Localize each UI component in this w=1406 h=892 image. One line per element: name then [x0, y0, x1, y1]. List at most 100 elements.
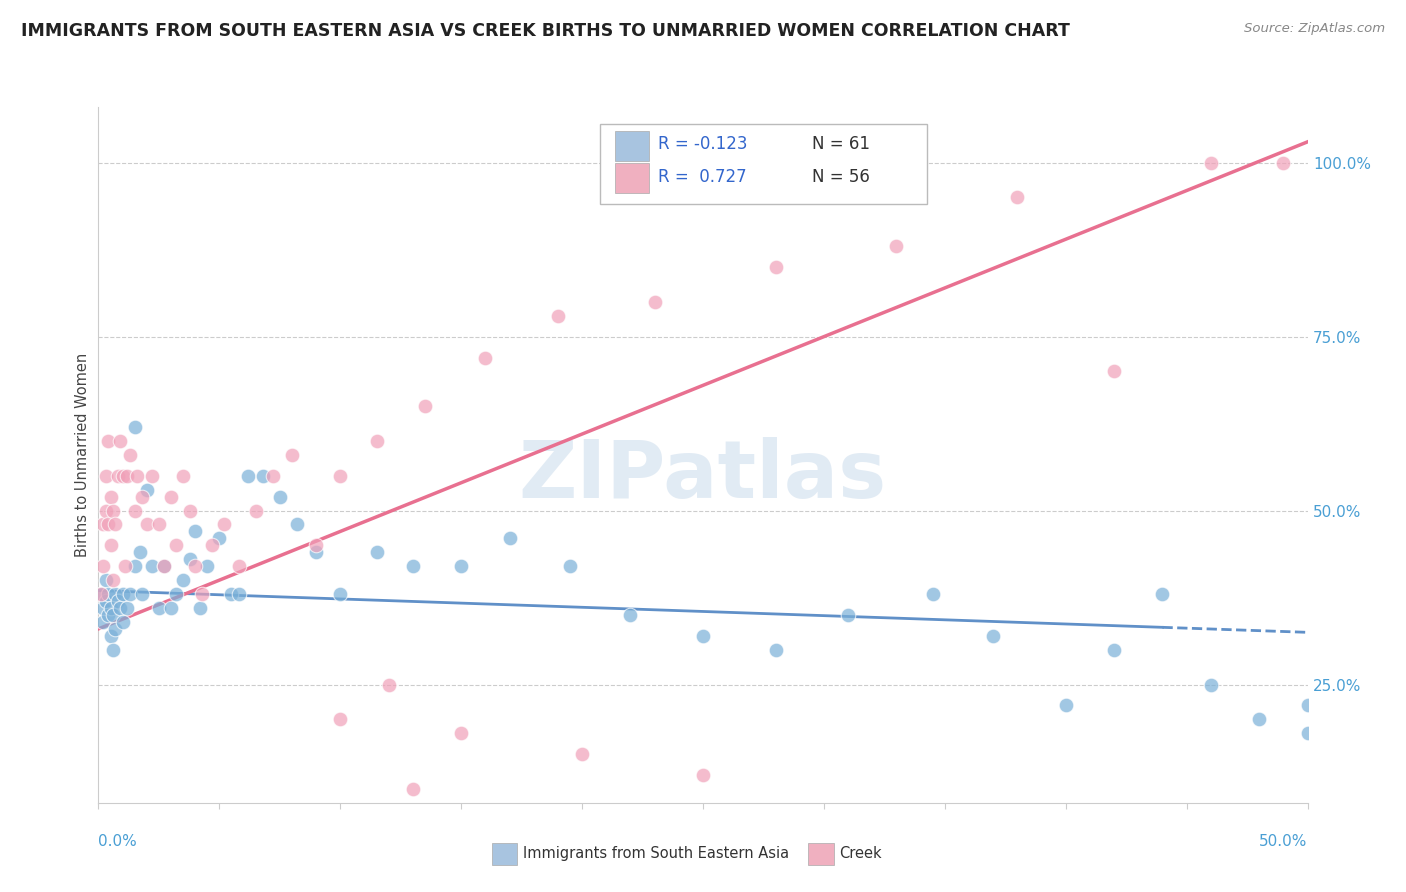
- Point: [837, 607, 859, 622]
- Point: [124, 503, 146, 517]
- Point: [135, 483, 157, 497]
- Y-axis label: Births to Unmarried Women: Births to Unmarried Women: [75, 353, 90, 557]
- Point: [238, 468, 260, 483]
- Point: [94, 573, 117, 587]
- Point: [228, 587, 250, 601]
- Point: [1102, 364, 1125, 378]
- Point: [135, 517, 157, 532]
- Point: [97, 434, 120, 448]
- Point: [195, 559, 218, 574]
- Point: [117, 601, 139, 615]
- Point: [765, 260, 787, 274]
- Point: [221, 587, 243, 601]
- Text: N = 56: N = 56: [811, 168, 870, 186]
- Point: [1102, 642, 1125, 657]
- Point: [305, 545, 328, 559]
- Point: [413, 399, 436, 413]
- Point: [228, 559, 250, 574]
- Point: [94, 468, 117, 483]
- Point: [329, 468, 352, 483]
- Point: [101, 573, 124, 587]
- Point: [692, 768, 714, 782]
- Point: [1199, 677, 1222, 691]
- Point: [644, 294, 666, 309]
- Point: [212, 517, 235, 532]
- Point: [124, 420, 146, 434]
- Point: [160, 601, 183, 615]
- Point: [450, 726, 472, 740]
- Bar: [614, 131, 648, 161]
- Point: [111, 587, 134, 601]
- Point: [97, 587, 120, 601]
- Point: [1199, 155, 1222, 169]
- Point: [921, 587, 943, 601]
- Point: [1249, 712, 1271, 726]
- Point: [152, 559, 174, 574]
- Text: 50.0%: 50.0%: [1260, 834, 1308, 849]
- Point: [97, 607, 120, 622]
- Text: R =  0.727: R = 0.727: [658, 168, 747, 186]
- Point: [245, 503, 267, 517]
- Point: [108, 434, 131, 448]
- Point: [127, 468, 149, 483]
- Point: [152, 559, 174, 574]
- Text: N = 61: N = 61: [811, 135, 870, 153]
- Point: [107, 594, 129, 608]
- Point: [117, 468, 139, 483]
- Point: [305, 538, 328, 552]
- Point: [160, 490, 183, 504]
- Point: [90, 587, 112, 601]
- Point: [141, 559, 163, 574]
- Point: [402, 781, 425, 796]
- Point: [165, 538, 187, 552]
- Point: [498, 532, 520, 546]
- Point: [981, 629, 1004, 643]
- Point: [252, 468, 274, 483]
- Point: [100, 601, 122, 615]
- Point: [366, 434, 388, 448]
- Point: [184, 559, 207, 574]
- Point: [558, 559, 581, 574]
- Point: [128, 545, 150, 559]
- Point: [165, 587, 187, 601]
- Point: [208, 532, 231, 546]
- Point: [104, 587, 127, 601]
- Point: [101, 607, 124, 622]
- Point: [91, 559, 114, 574]
- Point: [692, 629, 714, 643]
- Point: [1272, 155, 1295, 169]
- Point: [104, 622, 127, 636]
- Point: [94, 594, 117, 608]
- Point: [191, 587, 214, 601]
- Point: [1007, 190, 1029, 204]
- Bar: [614, 163, 648, 193]
- Point: [1152, 587, 1174, 601]
- Point: [619, 607, 641, 622]
- Point: [101, 503, 124, 517]
- Point: [141, 468, 163, 483]
- Point: [118, 587, 141, 601]
- Point: [131, 490, 153, 504]
- Point: [107, 468, 129, 483]
- Point: [179, 552, 201, 566]
- Point: [111, 615, 134, 629]
- Point: [765, 642, 787, 657]
- Point: [281, 448, 304, 462]
- Point: [100, 490, 122, 504]
- Point: [366, 545, 388, 559]
- Point: [886, 239, 908, 253]
- Text: IMMIGRANTS FROM SOUTH EASTERN ASIA VS CREEK BIRTHS TO UNMARRIED WOMEN CORRELATIO: IMMIGRANTS FROM SOUTH EASTERN ASIA VS CR…: [21, 22, 1070, 40]
- Point: [94, 503, 117, 517]
- FancyBboxPatch shape: [600, 124, 927, 204]
- Point: [97, 517, 120, 532]
- Point: [172, 573, 194, 587]
- Point: [111, 468, 134, 483]
- Point: [91, 601, 114, 615]
- Point: [1296, 698, 1319, 713]
- Point: [329, 712, 352, 726]
- Point: [474, 351, 496, 365]
- Point: [124, 559, 146, 574]
- Point: [90, 587, 112, 601]
- Point: [377, 677, 399, 691]
- Point: [91, 615, 114, 629]
